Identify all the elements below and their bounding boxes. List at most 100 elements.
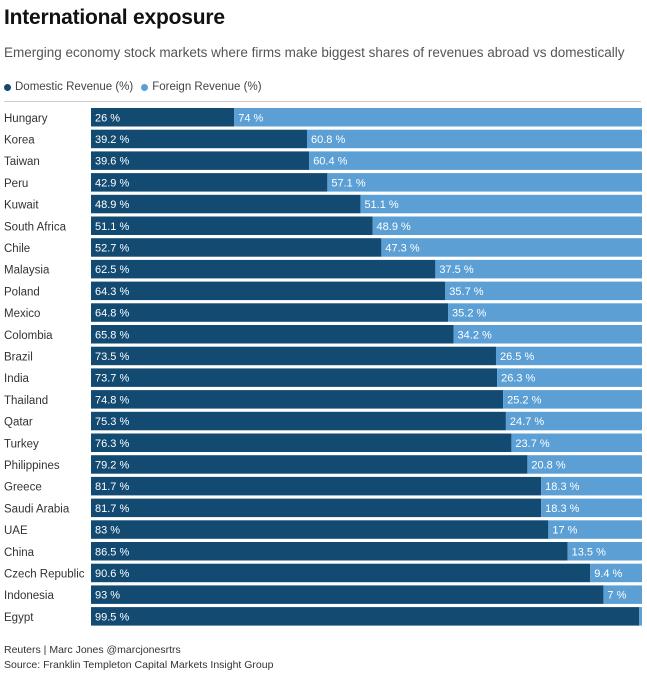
- bar-foreign-korea: [306, 129, 642, 149]
- category-label-czech-republic: Czech Republic: [4, 568, 85, 580]
- bar-foreign-mexico: [448, 303, 642, 322]
- category-label-hungary: Hungary: [4, 113, 48, 125]
- bar-foreign-turkey: [511, 433, 642, 452]
- data-label-domestic-colombia: 65.8 %: [95, 329, 129, 341]
- data-label-foreign-philippines: 20.8 %: [531, 459, 565, 471]
- bar-foreign-greece: [541, 476, 642, 496]
- header-divider: [4, 101, 641, 102]
- category-label-saudi-arabia: Saudi Arabia: [4, 503, 70, 515]
- bar-domestic-taiwan: [91, 151, 310, 170]
- credit-line: Reuters | Marc Jones @marcjonesrtrs: [4, 644, 181, 656]
- bar-foreign-malaysia: [435, 259, 642, 279]
- bar-domestic-malaysia: [91, 259, 436, 279]
- legend-swatch-foreign: [141, 83, 149, 91]
- bar-foreign-kuwait: [360, 194, 642, 214]
- data-label-foreign-taiwan: 60.4 %: [313, 156, 347, 168]
- data-label-foreign-malaysia: 37.5 %: [439, 264, 473, 276]
- bar-foreign-peru: [327, 173, 642, 192]
- source-line: Source: Franklin Templeton Capital Marke…: [4, 659, 274, 671]
- data-label-domestic-hungary: 26 %: [95, 112, 120, 124]
- category-label-china: China: [4, 547, 35, 559]
- data-label-foreign-colombia: 34.2 %: [458, 329, 492, 341]
- data-label-foreign-hungary: 74 %: [238, 112, 263, 124]
- data-label-domestic-greece: 81.7 %: [95, 481, 129, 493]
- data-label-foreign-turkey: 23.7 %: [515, 438, 549, 450]
- category-label-peru: Peru: [4, 178, 28, 190]
- bar-domestic-philippines: [91, 455, 528, 474]
- data-label-domestic-brazil: 73.5 %: [95, 351, 129, 363]
- data-label-foreign-kuwait: 51.1 %: [364, 199, 398, 211]
- data-label-foreign-india: 26.3 %: [501, 373, 535, 385]
- bar-domestic-peru: [91, 173, 328, 192]
- category-label-colombia: Colombia: [4, 330, 53, 342]
- category-label-taiwan: Taiwan: [4, 156, 40, 168]
- bar-foreign-brazil: [495, 346, 642, 366]
- data-label-foreign-china: 13.5 %: [572, 546, 606, 558]
- bar-domestic-korea: [91, 129, 307, 149]
- data-label-domestic-malaysia: 62.5 %: [95, 264, 129, 276]
- bar-domestic-poland: [91, 281, 446, 301]
- bar-domestic-turkey: [91, 433, 512, 452]
- chart-subtitle: Emerging economy stock markets where fir…: [4, 45, 625, 60]
- bar-domestic-brazil: [91, 346, 496, 366]
- data-label-domestic-korea: 39.2 %: [95, 134, 129, 146]
- footer: Reuters | Marc Jones @marcjonesrtrs Sour…: [4, 643, 273, 673]
- category-label-kuwait: Kuwait: [4, 200, 39, 212]
- data-label-domestic-south-africa: 51.1 %: [95, 221, 129, 233]
- bar-foreign-egypt: [639, 607, 642, 626]
- category-label-malaysia: Malaysia: [4, 265, 50, 277]
- category-label-korea: Korea: [4, 134, 35, 146]
- bar-foreign-uae: [548, 520, 642, 539]
- bar-foreign-taiwan: [309, 151, 642, 170]
- bar-foreign-qatar: [505, 411, 642, 431]
- category-label-turkey: Turkey: [4, 438, 39, 450]
- bar-domestic-egypt: [91, 607, 640, 626]
- data-label-foreign-peru: 57.1 %: [331, 177, 365, 189]
- bar-domestic-china: [91, 542, 568, 561]
- bar-domestic-saudi-arabia: [91, 498, 542, 518]
- category-label-brazil: Brazil: [4, 351, 33, 363]
- bar-domestic-mexico: [91, 303, 449, 322]
- legend: Domestic Revenue (%) Foreign Revenue (%): [4, 81, 270, 93]
- bar-domestic-qatar: [91, 411, 506, 431]
- category-label-uae: UAE: [4, 525, 28, 537]
- bar-domestic-uae: [91, 520, 549, 539]
- category-label-egypt: Egypt: [4, 612, 34, 624]
- category-label-south-africa: South Africa: [4, 221, 67, 233]
- bar-domestic-chile: [91, 238, 382, 257]
- data-label-foreign-qatar: 24.7 %: [510, 416, 544, 428]
- bar-foreign-thailand: [503, 390, 642, 409]
- category-label-qatar: Qatar: [4, 417, 33, 429]
- data-label-domestic-chile: 52.7 %: [95, 242, 129, 254]
- data-label-domestic-qatar: 75.3 %: [95, 416, 129, 428]
- bar-domestic-india: [91, 368, 498, 387]
- bar-foreign-hungary: [234, 108, 642, 127]
- data-label-domestic-philippines: 79.2 %: [95, 459, 129, 471]
- bar-domestic-thailand: [91, 390, 504, 409]
- data-label-domestic-mexico: 64.8 %: [95, 308, 129, 320]
- data-label-domestic-indonesia: 93 %: [95, 590, 120, 602]
- bar-domestic-kuwait: [91, 194, 361, 214]
- legend-item-domestic: Domestic Revenue (%): [4, 81, 133, 93]
- bar-foreign-south-africa: [372, 216, 642, 235]
- data-label-foreign-uae: 17 %: [552, 525, 577, 537]
- data-label-domestic-poland: 64.3 %: [95, 286, 129, 298]
- category-label-mexico: Mexico: [4, 308, 40, 320]
- data-label-domestic-saudi-arabia: 81.7 %: [95, 503, 129, 515]
- category-label-philippines: Philippines: [4, 460, 60, 472]
- bar-domestic-czech-republic: [91, 563, 591, 583]
- category-label-indonesia: Indonesia: [4, 590, 54, 602]
- bar-foreign-chile: [381, 238, 642, 257]
- legend-swatch-domestic: [4, 83, 11, 91]
- bar-foreign-poland: [445, 281, 642, 301]
- data-label-domestic-taiwan: 39.6 %: [95, 156, 129, 168]
- data-label-foreign-thailand: 25.2 %: [507, 394, 541, 406]
- bar-foreign-china: [567, 542, 642, 561]
- bar-domestic-south-africa: [91, 216, 373, 235]
- bar-foreign-colombia: [453, 325, 642, 344]
- data-label-foreign-indonesia: 7 %: [607, 590, 626, 602]
- category-label-india: India: [4, 373, 30, 385]
- bar-domestic-indonesia: [91, 585, 604, 604]
- category-label-chile: Chile: [4, 243, 30, 255]
- legend-label-foreign: Foreign Revenue (%): [152, 81, 262, 93]
